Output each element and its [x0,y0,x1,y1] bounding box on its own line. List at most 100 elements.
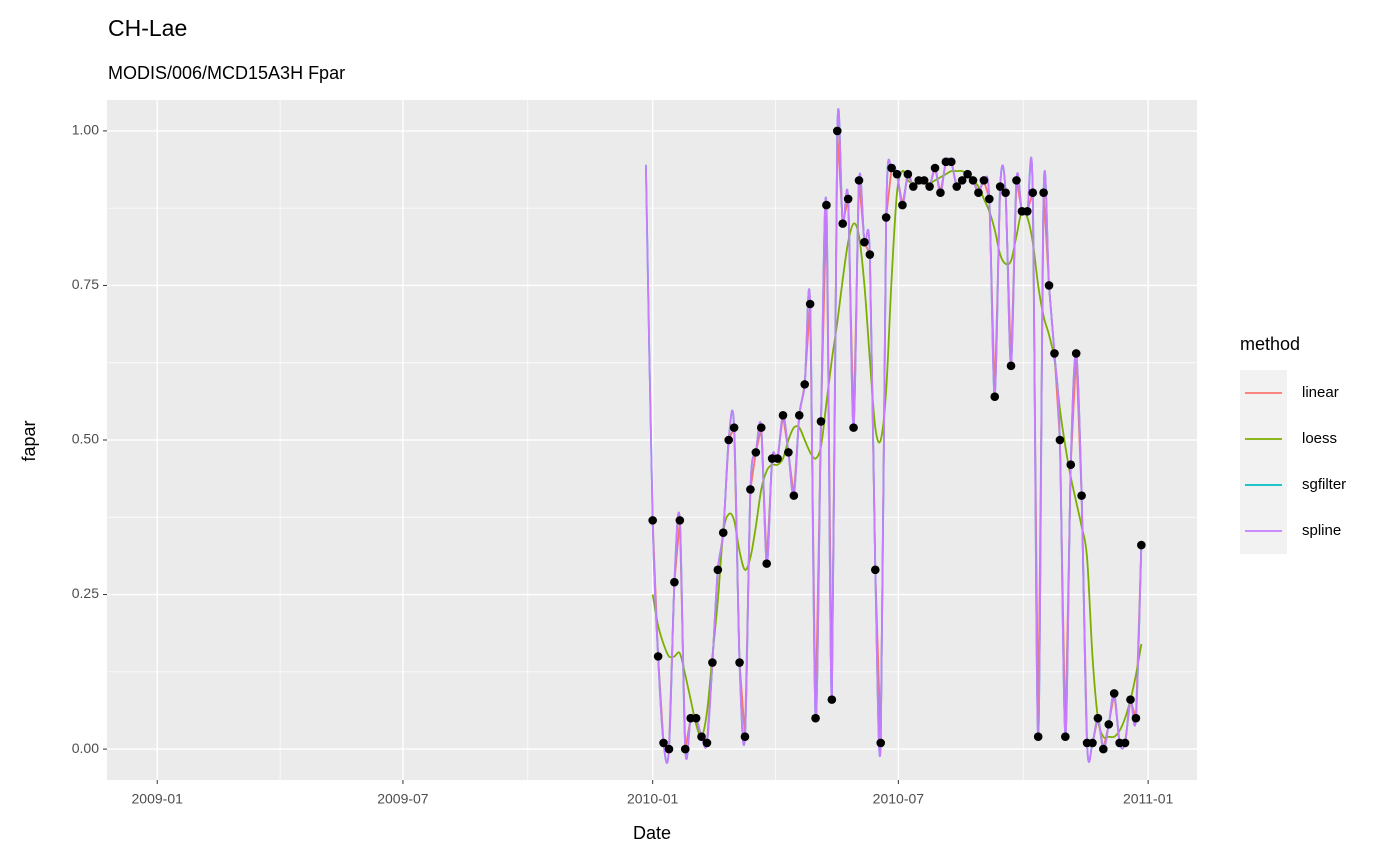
point [1126,695,1135,704]
point [1093,713,1103,723]
point [1055,435,1065,445]
point [816,417,826,426]
point [979,176,989,185]
point [860,237,869,247]
point [822,200,831,210]
point [1061,732,1070,742]
legend-label: spline [1302,522,1341,539]
point [1104,720,1114,729]
point [838,219,848,228]
point [659,738,668,748]
point [854,176,864,185]
point [756,423,766,432]
point [789,491,799,500]
point [898,200,907,210]
point [1109,689,1119,698]
point [876,738,886,748]
point [832,126,842,136]
x-tick-label: 2009-07 [377,791,429,807]
point [800,380,810,389]
y-tick-label: 0.00 [72,740,99,756]
point [865,250,875,259]
point [1071,349,1081,358]
point [691,713,701,723]
point [751,448,761,457]
point [881,213,891,222]
point [1012,176,1021,185]
point [1077,491,1086,500]
point [784,448,793,457]
point [1006,361,1016,371]
chart-subtitle: MODIS/006/MCD15A3H Fpar [108,63,345,83]
y-axis-title: fapar [19,420,39,461]
point [974,188,983,198]
point [794,410,804,420]
y-tick-label: 1.00 [72,122,99,138]
point [990,392,1000,402]
legend-label: linear [1302,384,1339,401]
x-tick-label: 2011-01 [1123,791,1174,807]
point [925,182,934,191]
legend-keys-bg [1240,370,1287,554]
point [952,182,962,191]
point [1039,188,1048,198]
x-axis-title: Date [633,823,671,843]
point [653,652,663,661]
line-loess [651,169,1143,739]
x-tick-label: 2010-01 [627,791,679,807]
point [729,423,739,432]
point [843,194,853,204]
point [892,169,902,179]
point [811,713,820,723]
x-tick-label: 2009-01 [132,791,184,807]
point [1131,713,1141,723]
point [724,435,733,445]
point [1088,738,1097,748]
point [1001,188,1010,198]
point [648,516,657,525]
point [762,559,772,568]
point [1028,188,1038,198]
point [746,485,755,494]
point [968,176,978,185]
point [887,163,896,173]
point [778,410,788,420]
point [909,182,918,191]
point [995,182,1005,191]
point [1066,460,1076,470]
point [664,744,674,754]
point [903,169,913,179]
point [936,188,945,198]
point [718,528,728,538]
point [1044,281,1054,290]
point [1050,349,1059,358]
point [805,299,815,309]
point [1099,744,1108,754]
legend-title: method [1240,334,1300,354]
point [870,565,880,575]
legend-label: sgfilter [1302,476,1346,493]
point [708,658,717,667]
point [713,565,723,575]
legend-label: loess [1302,430,1337,447]
point [1120,738,1130,748]
x-tick-label: 2010-07 [873,791,925,807]
point [1137,540,1146,550]
point [957,176,967,185]
point [773,454,782,463]
point [675,516,685,525]
point [849,423,858,432]
point [740,732,750,742]
point [919,176,929,185]
line-spline [644,108,1143,764]
y-tick-label: 0.75 [72,276,99,292]
chart-title: CH-Lae [108,15,187,41]
y-tick-label: 0.50 [72,431,99,447]
point [670,577,679,587]
point [680,744,690,754]
point [735,658,744,667]
point [1033,732,1043,742]
point [930,163,940,173]
point [1023,206,1032,216]
